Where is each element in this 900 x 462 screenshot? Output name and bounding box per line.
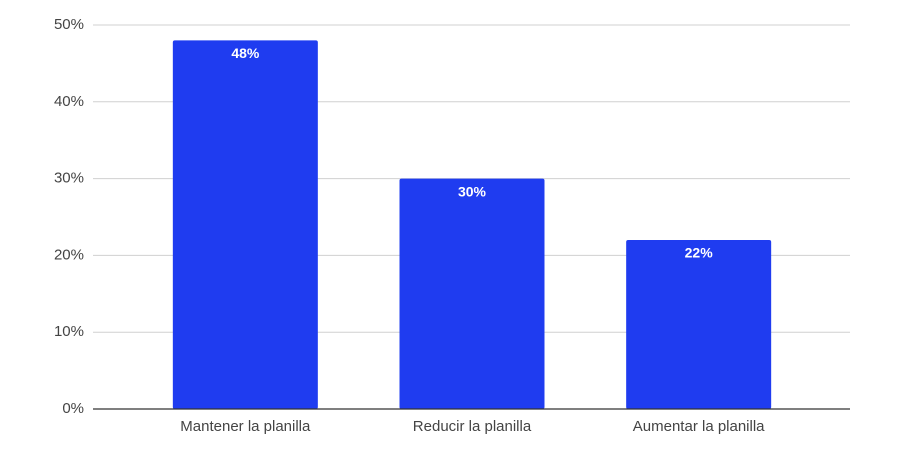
y-tick-label: 50% xyxy=(54,16,84,33)
bar xyxy=(399,178,545,409)
bar xyxy=(172,40,318,410)
y-tick-label: 20% xyxy=(54,246,84,263)
x-tick-label: Reducir la planilla xyxy=(413,418,532,435)
y-tick-label: 40% xyxy=(54,93,84,110)
x-tick-label: Aumentar la planilla xyxy=(633,418,765,435)
y-tick-label: 30% xyxy=(54,170,84,187)
y-tick-label: 10% xyxy=(54,323,84,340)
value-label: 48% xyxy=(231,45,260,61)
value-label: 30% xyxy=(458,183,487,199)
bar xyxy=(626,240,772,409)
x-tick-label: Mantener la planilla xyxy=(180,418,311,435)
value-label: 22% xyxy=(685,245,714,261)
y-tick-label: 0% xyxy=(62,400,84,417)
